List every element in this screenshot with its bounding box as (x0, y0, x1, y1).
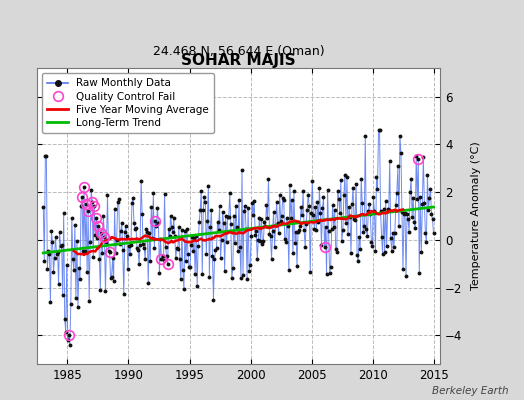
Legend: Raw Monthly Data, Quality Control Fail, Five Year Moving Average, Long-Term Tren: Raw Monthly Data, Quality Control Fail, … (42, 73, 214, 133)
Text: 24.468 N, 56.644 E (Oman): 24.468 N, 56.644 E (Oman) (152, 45, 324, 58)
Y-axis label: Temperature Anomaly (°C): Temperature Anomaly (°C) (471, 142, 481, 290)
Text: Berkeley Earth: Berkeley Earth (432, 386, 508, 396)
Title: SOHAR MAJIS: SOHAR MAJIS (181, 53, 296, 68)
